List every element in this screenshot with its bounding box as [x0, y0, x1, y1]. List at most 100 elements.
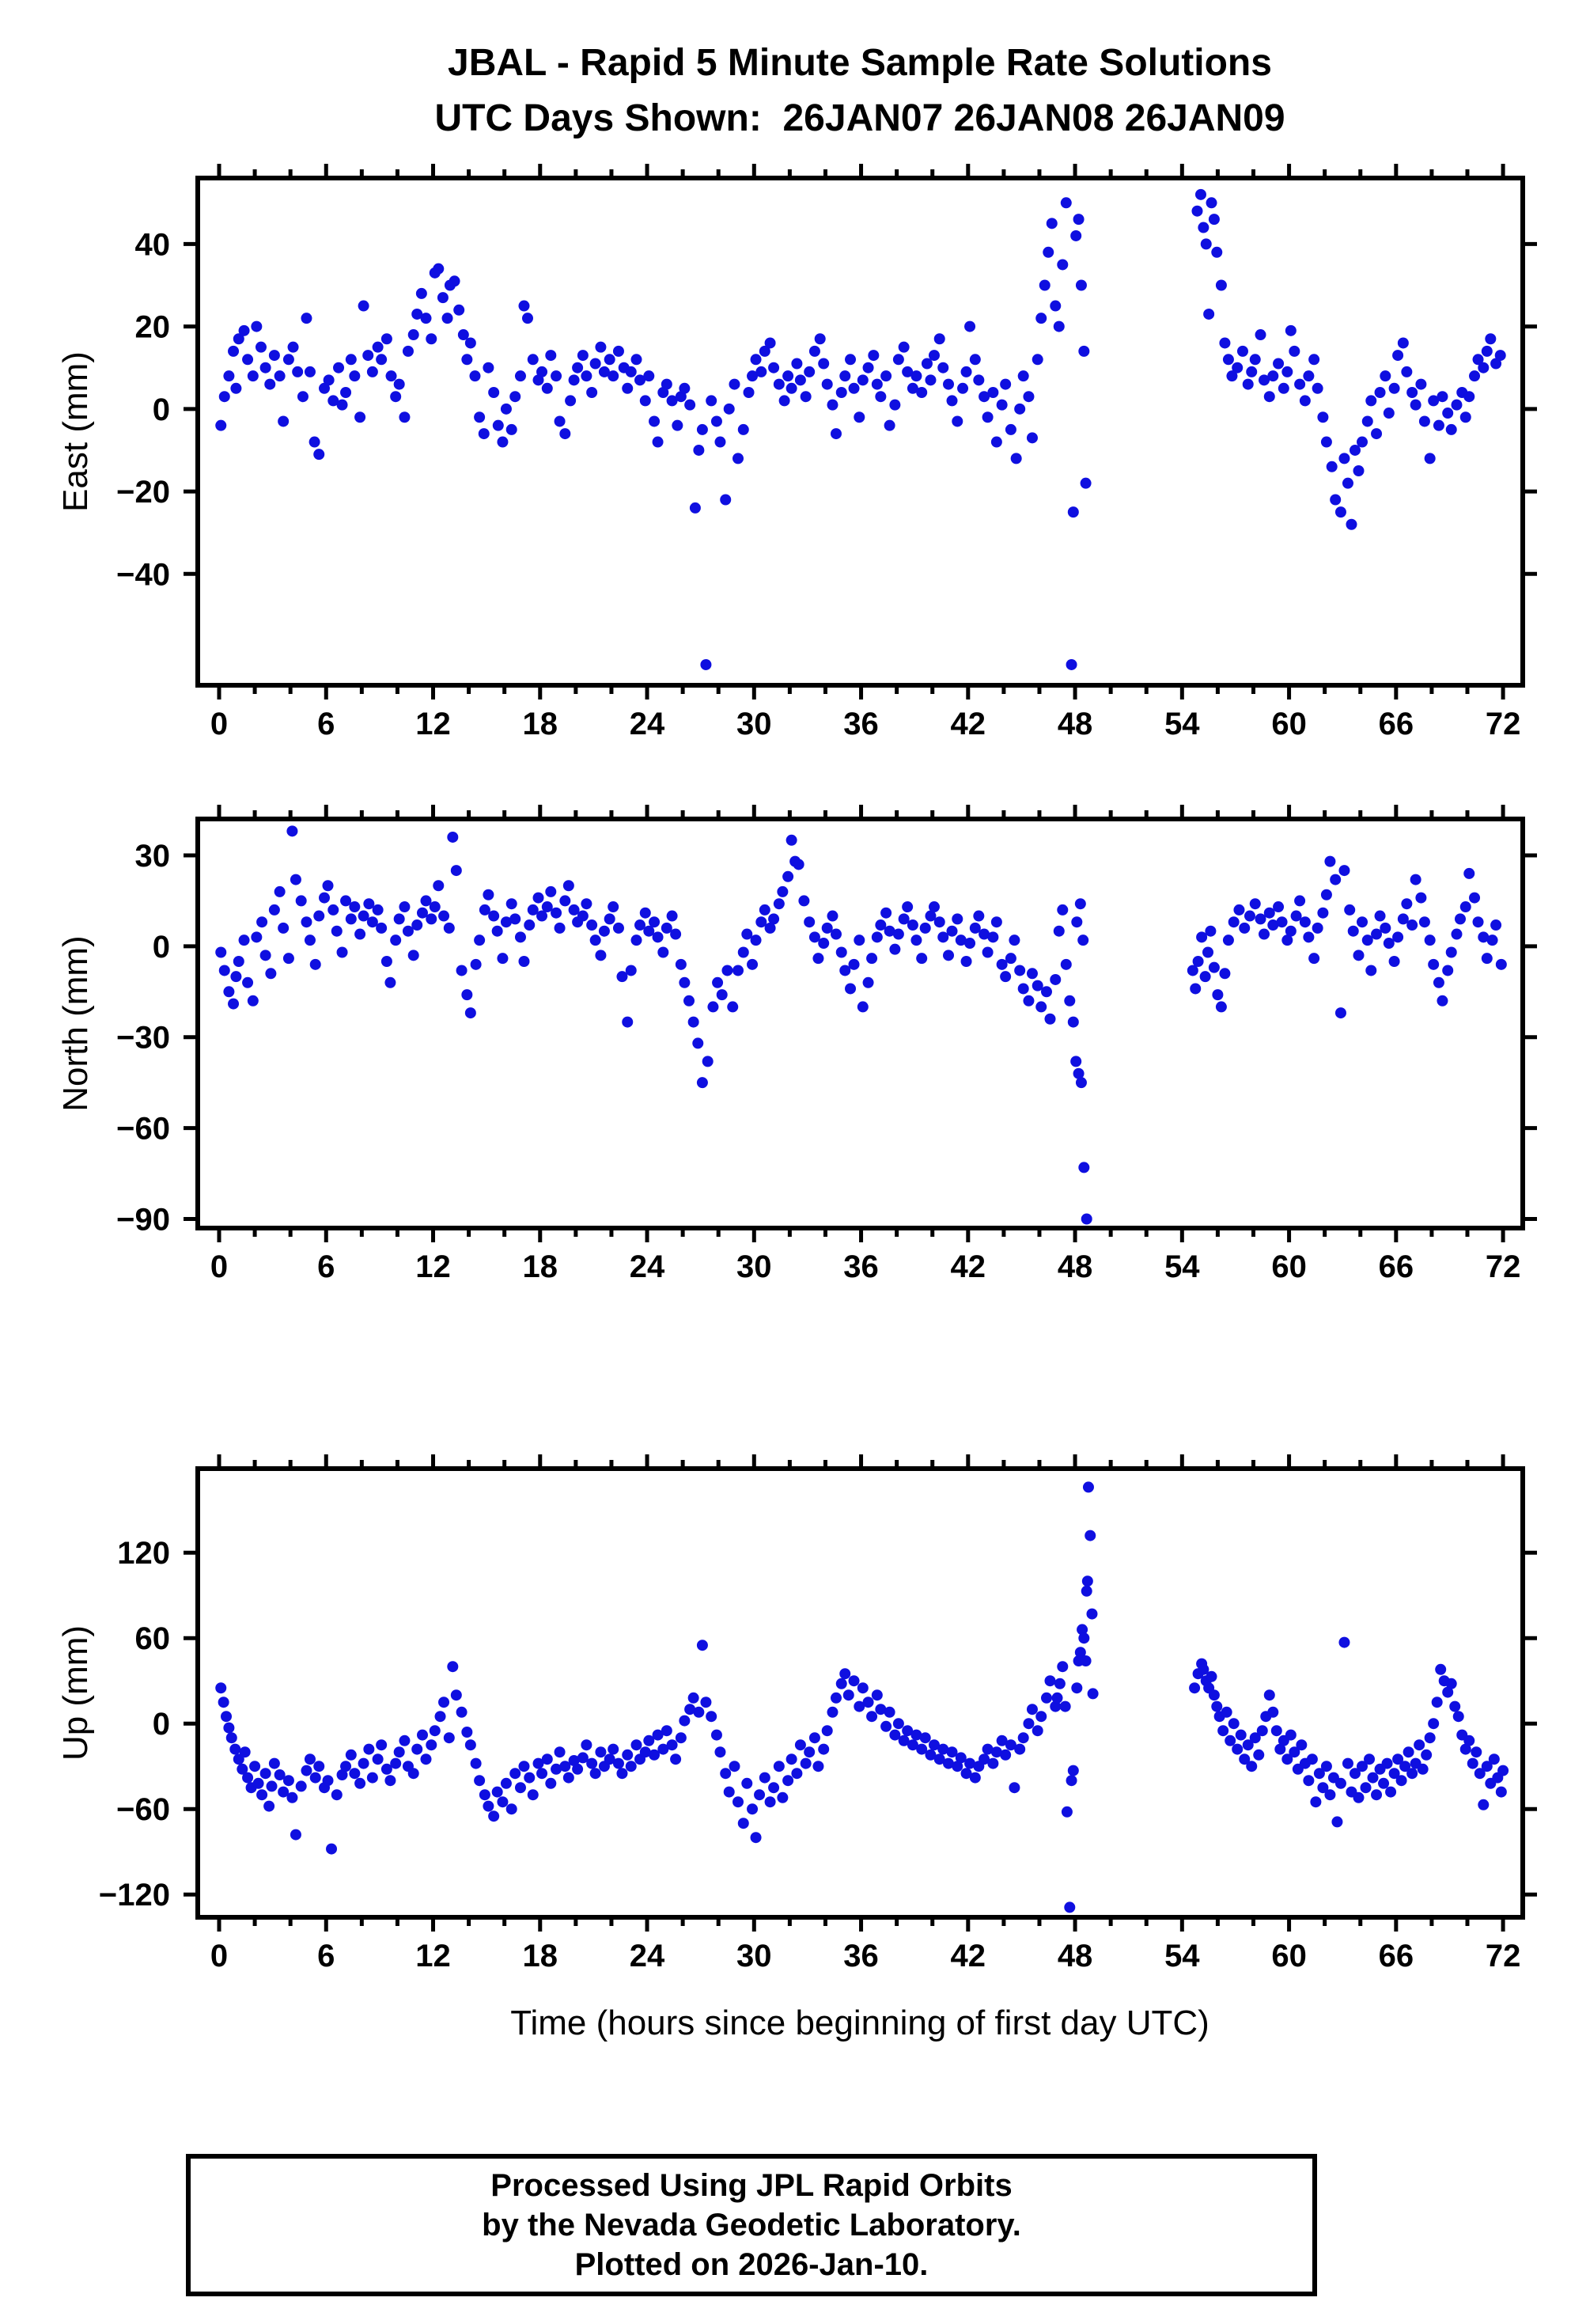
data-point	[798, 895, 810, 907]
data-point	[854, 411, 865, 423]
data-point	[1330, 874, 1342, 885]
data-point	[973, 910, 985, 922]
data-point	[331, 1789, 343, 1801]
data-point	[1077, 1624, 1088, 1636]
data-point	[1481, 953, 1493, 965]
data-point	[345, 354, 357, 366]
data-point	[1281, 366, 1293, 377]
data-point	[1385, 1786, 1397, 1798]
data-point	[1187, 965, 1198, 976]
data-point	[457, 329, 469, 341]
data-point	[1324, 1789, 1336, 1801]
data-point	[301, 1765, 312, 1776]
svg-text:0: 0	[153, 930, 170, 965]
data-point	[1471, 1746, 1482, 1758]
up-plot: 0 6 12 18 24 30 36 42 48 54 60 66 72 120 60 0 −60 −120 Up …	[56, 1454, 1537, 1973]
data-point	[778, 395, 790, 407]
data-point	[230, 382, 242, 394]
data-point	[696, 423, 708, 435]
svg-text:−60: −60	[116, 1112, 170, 1147]
data-point	[1435, 1663, 1447, 1675]
data-point	[301, 313, 312, 324]
data-point	[554, 1746, 566, 1758]
data-point	[919, 1732, 931, 1744]
data-point	[1424, 453, 1436, 464]
figure-subtitle: UTC Days Shown: 26JAN07 26JAN08 26JAN09	[434, 97, 1285, 139]
data-point	[1360, 1782, 1372, 1794]
data-point	[1285, 1729, 1297, 1741]
data-point	[979, 928, 990, 940]
up-ticks	[184, 1454, 1537, 1932]
data-point	[661, 922, 672, 934]
data-point	[1388, 1768, 1400, 1780]
data-point	[268, 1757, 280, 1769]
data-point	[1035, 1711, 1047, 1723]
data-point	[313, 1761, 325, 1772]
svg-text:−120: −120	[99, 1878, 170, 1913]
data-point	[1242, 1739, 1254, 1751]
data-point	[349, 1768, 361, 1780]
data-point	[1276, 916, 1288, 928]
data-point	[754, 1789, 766, 1801]
data-point	[1338, 865, 1350, 877]
data-point	[1085, 1530, 1096, 1541]
data-point	[675, 1732, 687, 1744]
data-point	[565, 395, 577, 407]
data-point	[750, 354, 762, 366]
data-point	[827, 399, 838, 411]
data-point	[1000, 378, 1012, 390]
svg-text:6: 6	[317, 1249, 335, 1284]
data-point	[996, 399, 1008, 411]
data-point	[1189, 1682, 1201, 1694]
data-point	[1205, 925, 1217, 937]
svg-text:54: 54	[1164, 707, 1200, 741]
data-point	[743, 386, 755, 398]
data-point	[1418, 916, 1430, 928]
data-point	[215, 419, 227, 431]
data-point	[1281, 935, 1293, 946]
data-point	[221, 1711, 233, 1723]
data-point	[857, 374, 869, 386]
data-point	[274, 1769, 286, 1780]
data-point	[1486, 935, 1498, 946]
data-point	[764, 337, 776, 349]
data-point	[764, 922, 776, 934]
data-point	[842, 1689, 854, 1701]
data-point	[1014, 1743, 1026, 1755]
svg-text:30: 30	[736, 1939, 772, 1973]
data-point	[857, 1001, 869, 1013]
data-point	[955, 935, 967, 946]
data-point	[497, 436, 509, 448]
data-point	[1490, 919, 1502, 931]
data-point	[733, 1796, 744, 1808]
data-point	[551, 370, 562, 382]
data-point	[952, 1761, 963, 1772]
data-point	[286, 825, 298, 837]
data-point	[916, 386, 928, 398]
data-point	[875, 1704, 887, 1716]
data-point	[450, 1689, 462, 1701]
data-point	[727, 1001, 739, 1013]
data-point	[527, 904, 539, 916]
data-point	[821, 1725, 833, 1737]
data-point	[854, 1700, 865, 1712]
data-point	[1454, 913, 1466, 925]
data-point	[835, 946, 847, 958]
data-point	[679, 382, 691, 394]
data-point	[750, 1832, 762, 1844]
data-point	[407, 329, 419, 341]
data-point	[309, 436, 320, 448]
east-tick-labels: 0 6 12 18 24 30 36 42 48 54 60 66 72 40 20 0 −20 −40	[116, 227, 1520, 741]
data-point	[1081, 1575, 1093, 1587]
data-point	[1488, 1753, 1500, 1765]
data-point	[696, 1640, 708, 1651]
data-point	[407, 1768, 419, 1780]
data-point	[380, 955, 392, 967]
data-point	[1442, 965, 1454, 976]
data-point	[1206, 197, 1217, 209]
data-point	[1071, 1682, 1083, 1694]
data-point	[354, 1777, 366, 1789]
data-point	[416, 1729, 428, 1741]
data-point	[1067, 1016, 1079, 1028]
data-point	[1378, 1777, 1390, 1789]
